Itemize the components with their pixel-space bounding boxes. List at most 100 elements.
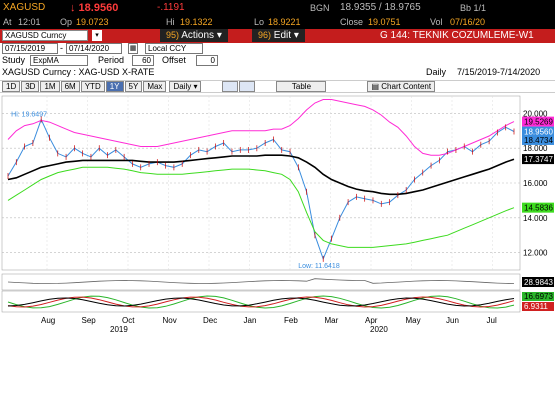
bid-ask-size: Bb 1/1	[460, 2, 487, 13]
hi-label: Hi	[166, 17, 175, 27]
last-value-label: 19.5269	[524, 118, 553, 127]
close-label: Close	[340, 17, 364, 27]
upper-band-line	[7, 99, 515, 156]
price-chart[interactable]: 20.000 18.000 16.000 14.000 12.000 Hi: 19.649…	[0, 94, 555, 400]
date-separator: -	[60, 43, 63, 53]
bid-ask: 18.9355 / 18.9765	[340, 2, 421, 13]
date-range-row: 07/15/2019 - 07/14/2020 ▦ Local CCY	[0, 43, 555, 55]
op-value: 19.0723	[76, 17, 109, 27]
close-value: 19.0751	[368, 17, 401, 27]
actions-dropdown-icon: ▾	[216, 30, 222, 41]
x-tick-label: Jul	[487, 316, 497, 325]
hi-value: 19.1322	[180, 17, 213, 27]
frequency-select[interactable]: Daily ▾	[169, 81, 202, 92]
ema-series-line	[7, 154, 515, 196]
actions-label: Actions	[181, 30, 215, 41]
x-tick-label: Nov	[163, 316, 177, 325]
page-title: G 144: TEKNIK COZUMLEME-W1	[380, 30, 534, 41]
last-value-tag	[522, 154, 554, 165]
oscillator-line-green	[7, 295, 515, 309]
x-tick-label: Dec	[203, 316, 217, 325]
chart-date-range: 7/15/2019-7/14/2020	[457, 67, 541, 77]
range-button-6m[interactable]: 6M	[60, 81, 80, 92]
range-button-1d[interactable]: 1D	[2, 81, 21, 92]
low-annotation: Low: 11.6418	[298, 263, 340, 270]
actions-menu[interactable]: 95) Actions ▾	[160, 29, 228, 42]
price-change: -.1191	[157, 2, 185, 13]
ticker: XAGUSD	[3, 2, 46, 13]
at-time: 12:01	[18, 17, 41, 27]
period-field[interactable]: 60	[132, 55, 154, 66]
y-tick-label: 12.000	[523, 249, 548, 258]
range-button-max[interactable]: Max	[143, 81, 167, 92]
line-chart-icon[interactable]	[222, 81, 239, 92]
last-value-tag	[522, 134, 554, 145]
last-value-label: 18.9560	[524, 128, 553, 137]
range-buttons: 1D 3D 1M 6M YTD 1Y 5Y Max	[2, 81, 167, 92]
security-dropdown-icon[interactable]: ▾	[92, 30, 102, 41]
op-label: Op	[60, 17, 73, 27]
study-row: Study ExpMA Period 60 Offset 0	[0, 55, 555, 67]
x-tick-label: Apr	[365, 316, 378, 325]
chart-content-icon: ▤	[371, 82, 380, 91]
range-button-1m[interactable]: 1M	[40, 81, 60, 92]
calendar-icon[interactable]: ▦	[128, 43, 138, 54]
table-button[interactable]: Table	[276, 81, 327, 92]
last-value-tag	[522, 126, 554, 137]
x-tick-label: Jun	[446, 316, 459, 325]
chart-content-label: Chart Content	[381, 82, 432, 91]
lower-band-line	[7, 166, 515, 248]
lower-panel-2-label: 16.6973	[524, 292, 553, 301]
last-value-tag	[522, 116, 554, 127]
x-tick-label: May	[406, 316, 421, 325]
security-field[interactable]: XAGUSD Curncy	[2, 30, 88, 41]
currency-select[interactable]: Local CCY	[145, 43, 203, 54]
year-label: 2019	[110, 325, 128, 334]
lo-value: 18.9221	[268, 17, 301, 27]
x-tick-label: Jan	[244, 316, 257, 325]
edit-menu[interactable]: 96) Edit ▾	[252, 29, 305, 42]
price-series-line	[7, 118, 515, 261]
chart-content-button[interactable]: ▤ Chart Content	[367, 81, 436, 92]
range-button-5y[interactable]: 5Y	[124, 81, 143, 92]
last-value-label: 18.4734	[524, 136, 553, 145]
bar-chart-icon[interactable]	[239, 81, 256, 92]
security-toolbar: XAGUSD Curncy ▾ 95) Actions ▾ 96) Edit ▾…	[0, 29, 555, 43]
last-value-tag	[522, 202, 554, 213]
start-date-field[interactable]: 07/15/2019	[2, 43, 58, 54]
date-value: 07/16/20	[450, 17, 486, 27]
lower-panel-1-label: 28.9843	[524, 278, 553, 287]
lower-panel-1-tag	[522, 277, 554, 287]
x-tick-label: Mar	[325, 316, 339, 325]
y-tick-label: 18.000	[523, 144, 548, 153]
actions-number: 95)	[166, 30, 180, 40]
last-value-label: 17.3747	[524, 155, 553, 164]
study-label: Study	[2, 55, 26, 65]
chart-security-name: XAGUSD Curncy : XAG-USD X-RATE	[2, 67, 155, 77]
end-date-field[interactable]: 07/14/2020	[66, 43, 122, 54]
y-tick-label: 20.000	[523, 109, 548, 118]
edit-number: 96)	[258, 30, 272, 40]
high-annotation: Hi: 19.6497	[11, 111, 47, 118]
range-button-bar: 1D 3D 1M 6M YTD 1Y 5Y Max Daily ▾ Table ▤ Chart…	[0, 80, 555, 93]
oscillator-line-red	[7, 296, 515, 308]
x-tick-label: Sep	[82, 316, 97, 325]
offset-field[interactable]: 0	[196, 55, 218, 66]
plot-area	[1, 95, 521, 271]
study-select[interactable]: ExpMA	[30, 55, 88, 66]
vol-label: Vol	[430, 17, 443, 27]
x-tick-label: Oct	[122, 316, 135, 325]
range-button-ytd[interactable]: YTD	[80, 81, 105, 92]
price-source: BGN	[310, 2, 330, 13]
edit-dropdown-icon: ▾	[293, 30, 299, 41]
x-tick-label: Aug	[41, 316, 55, 325]
lower-panel-2-tag-2	[522, 302, 554, 311]
period-label: Period	[98, 55, 125, 65]
last-value-label: 14.5836	[524, 204, 553, 213]
range-button-3d[interactable]: 3D	[21, 81, 40, 92]
lo-label: Lo	[254, 17, 265, 27]
range-button-1y[interactable]: 1Y	[105, 81, 124, 92]
quote-bar: XAGUSD ↓ 18.9560 -.1191 BGN 18.9355 / 18…	[0, 0, 555, 15]
lower-panel-2-tag	[522, 292, 554, 301]
lower-panel-1	[1, 273, 521, 291]
